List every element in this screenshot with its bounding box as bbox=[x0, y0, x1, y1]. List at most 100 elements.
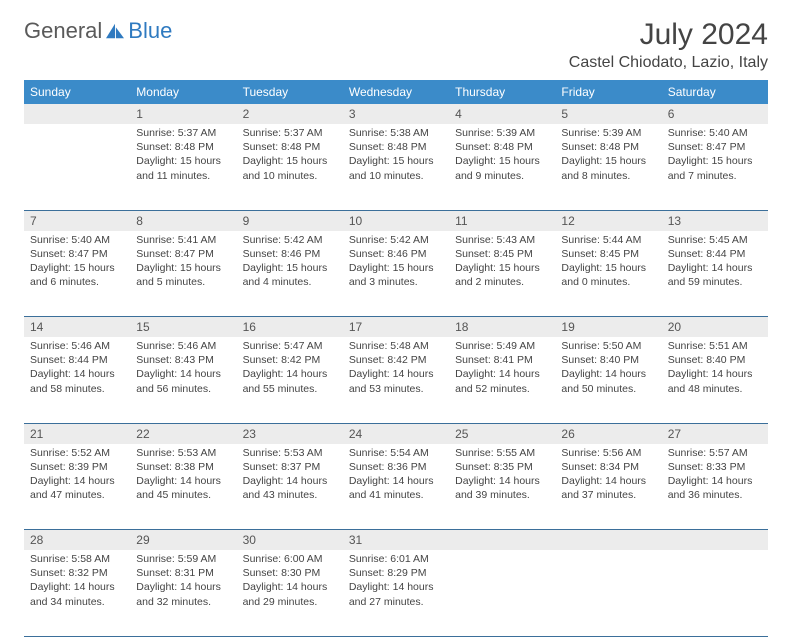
day-number: 28 bbox=[24, 530, 130, 551]
weekday-header-row: Sunday Monday Tuesday Wednesday Thursday… bbox=[24, 80, 768, 104]
sunrise-text: Sunrise: 5:48 AM bbox=[349, 339, 443, 353]
sunrise-text: Sunrise: 5:52 AM bbox=[30, 446, 124, 460]
day-cell-body: Sunrise: 5:59 AMSunset: 8:31 PMDaylight:… bbox=[130, 550, 236, 615]
sunrise-text: Sunrise: 5:53 AM bbox=[136, 446, 230, 460]
day-cell: Sunrise: 5:40 AMSunset: 8:47 PMDaylight:… bbox=[662, 124, 768, 210]
sunset-text: Sunset: 8:42 PM bbox=[349, 353, 443, 367]
day-cell: Sunrise: 5:46 AMSunset: 8:44 PMDaylight:… bbox=[24, 337, 130, 423]
day-cell-body: Sunrise: 5:41 AMSunset: 8:47 PMDaylight:… bbox=[130, 231, 236, 296]
daylight-text: Daylight: 14 hours and 41 minutes. bbox=[349, 474, 443, 502]
day-cell-body: Sunrise: 5:42 AMSunset: 8:46 PMDaylight:… bbox=[343, 231, 449, 296]
day-cell: Sunrise: 5:47 AMSunset: 8:42 PMDaylight:… bbox=[237, 337, 343, 423]
sunrise-text: Sunrise: 5:46 AM bbox=[136, 339, 230, 353]
day-number: 24 bbox=[343, 423, 449, 444]
sunset-text: Sunset: 8:47 PM bbox=[136, 247, 230, 261]
daylight-text: Daylight: 15 hours and 6 minutes. bbox=[30, 261, 124, 289]
day-cell: Sunrise: 5:42 AMSunset: 8:46 PMDaylight:… bbox=[237, 231, 343, 317]
day-cell bbox=[449, 550, 555, 636]
day-number: 10 bbox=[343, 210, 449, 231]
page-title: July 2024 bbox=[569, 18, 768, 52]
day-cell: Sunrise: 5:53 AMSunset: 8:38 PMDaylight:… bbox=[130, 444, 236, 530]
daylight-text: Daylight: 14 hours and 52 minutes. bbox=[455, 367, 549, 395]
day-cell: Sunrise: 5:57 AMSunset: 8:33 PMDaylight:… bbox=[662, 444, 768, 530]
sunset-text: Sunset: 8:48 PM bbox=[455, 140, 549, 154]
day-cell: Sunrise: 5:46 AMSunset: 8:43 PMDaylight:… bbox=[130, 337, 236, 423]
sunrise-text: Sunrise: 5:37 AM bbox=[243, 126, 337, 140]
day-cell: Sunrise: 5:40 AMSunset: 8:47 PMDaylight:… bbox=[24, 231, 130, 317]
sail-icon bbox=[104, 22, 126, 40]
day-cell-body: Sunrise: 5:50 AMSunset: 8:40 PMDaylight:… bbox=[555, 337, 661, 402]
day-cell: Sunrise: 6:00 AMSunset: 8:30 PMDaylight:… bbox=[237, 550, 343, 636]
day-number-row: 78910111213 bbox=[24, 210, 768, 231]
day-cell: Sunrise: 5:59 AMSunset: 8:31 PMDaylight:… bbox=[130, 550, 236, 636]
sunset-text: Sunset: 8:36 PM bbox=[349, 460, 443, 474]
sunset-text: Sunset: 8:34 PM bbox=[561, 460, 655, 474]
day-cell-body: Sunrise: 5:48 AMSunset: 8:42 PMDaylight:… bbox=[343, 337, 449, 402]
sunrise-text: Sunrise: 5:59 AM bbox=[136, 552, 230, 566]
sunrise-text: Sunrise: 5:40 AM bbox=[668, 126, 762, 140]
day-number: 20 bbox=[662, 317, 768, 338]
day-cell-body: Sunrise: 5:54 AMSunset: 8:36 PMDaylight:… bbox=[343, 444, 449, 509]
day-number-row: 123456 bbox=[24, 104, 768, 124]
daylight-text: Daylight: 15 hours and 11 minutes. bbox=[136, 154, 230, 182]
brand-logo: General Blue bbox=[24, 18, 172, 44]
daylight-text: Daylight: 14 hours and 50 minutes. bbox=[561, 367, 655, 395]
day-number: 5 bbox=[555, 104, 661, 124]
day-cell: Sunrise: 5:39 AMSunset: 8:48 PMDaylight:… bbox=[449, 124, 555, 210]
day-cell-body: Sunrise: 5:44 AMSunset: 8:45 PMDaylight:… bbox=[555, 231, 661, 296]
day-number: 4 bbox=[449, 104, 555, 124]
daylight-text: Daylight: 15 hours and 10 minutes. bbox=[349, 154, 443, 182]
daylight-text: Daylight: 14 hours and 37 minutes. bbox=[561, 474, 655, 502]
sunrise-text: Sunrise: 5:57 AM bbox=[668, 446, 762, 460]
day-number: 21 bbox=[24, 423, 130, 444]
week-row: Sunrise: 5:37 AMSunset: 8:48 PMDaylight:… bbox=[24, 124, 768, 210]
weekday-header: Tuesday bbox=[237, 80, 343, 104]
header: General Blue July 2024 Castel Chiodato, … bbox=[24, 18, 768, 72]
day-number bbox=[662, 530, 768, 551]
day-cell-body: Sunrise: 5:53 AMSunset: 8:38 PMDaylight:… bbox=[130, 444, 236, 509]
day-number: 30 bbox=[237, 530, 343, 551]
sunset-text: Sunset: 8:47 PM bbox=[30, 247, 124, 261]
sunset-text: Sunset: 8:45 PM bbox=[455, 247, 549, 261]
daylight-text: Daylight: 14 hours and 47 minutes. bbox=[30, 474, 124, 502]
sunset-text: Sunset: 8:47 PM bbox=[668, 140, 762, 154]
weekday-header: Thursday bbox=[449, 80, 555, 104]
weekday-header: Sunday bbox=[24, 80, 130, 104]
sunset-text: Sunset: 8:44 PM bbox=[30, 353, 124, 367]
sunset-text: Sunset: 8:48 PM bbox=[243, 140, 337, 154]
sunset-text: Sunset: 8:39 PM bbox=[30, 460, 124, 474]
day-cell-body: Sunrise: 5:45 AMSunset: 8:44 PMDaylight:… bbox=[662, 231, 768, 296]
day-cell-body: Sunrise: 5:39 AMSunset: 8:48 PMDaylight:… bbox=[555, 124, 661, 189]
sunset-text: Sunset: 8:44 PM bbox=[668, 247, 762, 261]
daylight-text: Daylight: 14 hours and 48 minutes. bbox=[668, 367, 762, 395]
day-cell: Sunrise: 5:51 AMSunset: 8:40 PMDaylight:… bbox=[662, 337, 768, 423]
day-number: 14 bbox=[24, 317, 130, 338]
day-cell-body: Sunrise: 5:38 AMSunset: 8:48 PMDaylight:… bbox=[343, 124, 449, 189]
sunset-text: Sunset: 8:38 PM bbox=[136, 460, 230, 474]
day-number: 17 bbox=[343, 317, 449, 338]
day-number bbox=[24, 104, 130, 124]
sunrise-text: Sunrise: 5:42 AM bbox=[349, 233, 443, 247]
sunset-text: Sunset: 8:42 PM bbox=[243, 353, 337, 367]
day-number: 3 bbox=[343, 104, 449, 124]
day-cell-body: Sunrise: 5:42 AMSunset: 8:46 PMDaylight:… bbox=[237, 231, 343, 296]
daylight-text: Daylight: 14 hours and 55 minutes. bbox=[243, 367, 337, 395]
day-number: 12 bbox=[555, 210, 661, 231]
day-cell: Sunrise: 5:42 AMSunset: 8:46 PMDaylight:… bbox=[343, 231, 449, 317]
sunrise-text: Sunrise: 5:47 AM bbox=[243, 339, 337, 353]
day-number: 8 bbox=[130, 210, 236, 231]
day-cell-body: Sunrise: 5:51 AMSunset: 8:40 PMDaylight:… bbox=[662, 337, 768, 402]
sunrise-text: Sunrise: 6:01 AM bbox=[349, 552, 443, 566]
week-row: Sunrise: 5:46 AM Sunset: 8:44 PM Daylight:… bbox=[24, 337, 768, 423]
day-cell: Sunrise: 5:38 AMSunset: 8:48 PMDaylight:… bbox=[343, 124, 449, 210]
daylight-text: Daylight: 15 hours and 0 minutes. bbox=[561, 261, 655, 289]
sunset-text: Sunset: 8:45 PM bbox=[561, 247, 655, 261]
day-cell: Sunrise: 5:52 AMSunset: 8:39 PMDaylight:… bbox=[24, 444, 130, 530]
day-number: 26 bbox=[555, 423, 661, 444]
sunrise-text: Sunrise: 5:50 AM bbox=[561, 339, 655, 353]
week-row: Sunrise: 5:40 AMSunset: 8:47 PMDaylight:… bbox=[24, 231, 768, 317]
day-cell-body: Sunrise: 5:39 AMSunset: 8:48 PMDaylight:… bbox=[449, 124, 555, 189]
day-number: 9 bbox=[237, 210, 343, 231]
day-number-row: 21222324252627 bbox=[24, 423, 768, 444]
day-cell-body: Sunrise: 5:43 AMSunset: 8:45 PMDaylight:… bbox=[449, 231, 555, 296]
